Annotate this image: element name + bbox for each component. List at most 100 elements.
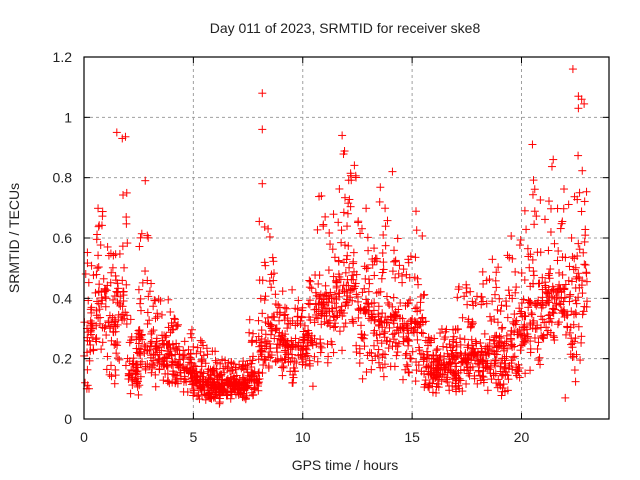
data-point (281, 355, 290, 364)
data-point (168, 325, 177, 334)
data-point (299, 333, 308, 342)
data-point (420, 383, 429, 392)
data-point (98, 207, 107, 216)
data-point (291, 304, 300, 313)
data-point (202, 344, 211, 353)
data-point (370, 244, 379, 253)
data-point (352, 348, 361, 357)
data-point (191, 376, 200, 385)
data-point (338, 285, 347, 294)
data-point (151, 370, 160, 379)
data-point (330, 290, 339, 299)
data-point (141, 267, 150, 276)
data-point (421, 376, 430, 385)
data-point (126, 315, 135, 324)
data-point (220, 368, 229, 377)
data-point (338, 346, 347, 355)
data-point (157, 310, 166, 319)
data-point (266, 353, 275, 362)
data-point (440, 335, 449, 344)
data-point (394, 305, 403, 314)
data-point (328, 245, 337, 254)
data-point (186, 329, 195, 338)
data-point (311, 288, 320, 297)
data-point (406, 354, 415, 363)
data-point (146, 351, 155, 360)
data-point (364, 300, 373, 309)
data-point (379, 258, 388, 267)
data-point (111, 339, 120, 348)
data-point (211, 390, 220, 399)
data-point (453, 324, 462, 333)
data-point (183, 364, 192, 373)
data-point (93, 297, 102, 306)
data-point (167, 350, 176, 359)
data-point (268, 253, 277, 262)
data-point (344, 301, 353, 310)
data-point (185, 358, 194, 367)
data-point (313, 357, 322, 366)
data-point (155, 365, 164, 374)
data-point (113, 354, 122, 363)
data-point (86, 347, 95, 356)
data-point (175, 360, 184, 369)
data-point (216, 359, 225, 368)
data-point (121, 361, 130, 370)
data-point (359, 334, 368, 343)
data-point (425, 383, 434, 392)
data-point (328, 340, 337, 349)
data-point (94, 263, 103, 272)
data-point (239, 357, 248, 366)
data-point (89, 346, 98, 355)
data-point (121, 132, 130, 141)
data-point (414, 280, 423, 289)
data-point (93, 264, 102, 273)
data-point (381, 204, 390, 213)
data-point (460, 292, 469, 301)
data-point (321, 212, 330, 221)
data-point (382, 337, 391, 346)
data-point (330, 312, 339, 321)
data-point (273, 308, 282, 317)
data-point (357, 330, 366, 339)
data-point (103, 352, 112, 361)
data-point (436, 329, 445, 338)
data-point (140, 341, 149, 350)
data-point (462, 280, 471, 289)
data-point (196, 347, 205, 356)
data-point (380, 329, 389, 338)
data-point (374, 345, 383, 354)
data-point (304, 329, 313, 338)
data-point (118, 302, 127, 311)
data-point (275, 316, 284, 325)
data-point (414, 361, 423, 370)
data-point (269, 276, 278, 285)
data-point (226, 394, 235, 403)
data-point (348, 296, 357, 305)
data-point (168, 358, 177, 367)
data-point (216, 384, 225, 393)
data-point (317, 343, 326, 352)
data-point (250, 385, 259, 394)
data-point (180, 350, 189, 359)
data-point (173, 371, 182, 380)
data-point (325, 228, 334, 237)
data-point (258, 309, 267, 318)
data-point (371, 352, 380, 361)
data-point (341, 319, 350, 328)
data-point (452, 362, 461, 371)
data-point (403, 335, 412, 344)
data-point (291, 321, 300, 330)
data-point (433, 364, 442, 373)
data-point (198, 338, 207, 347)
data-point (379, 230, 388, 239)
data-point (223, 387, 232, 396)
data-point (412, 366, 421, 375)
data-point (315, 292, 324, 301)
data-point (92, 337, 101, 346)
data-point (203, 350, 212, 359)
data-point (170, 358, 179, 367)
data-point (306, 316, 315, 325)
data-point (456, 376, 465, 385)
data-point (147, 327, 156, 336)
